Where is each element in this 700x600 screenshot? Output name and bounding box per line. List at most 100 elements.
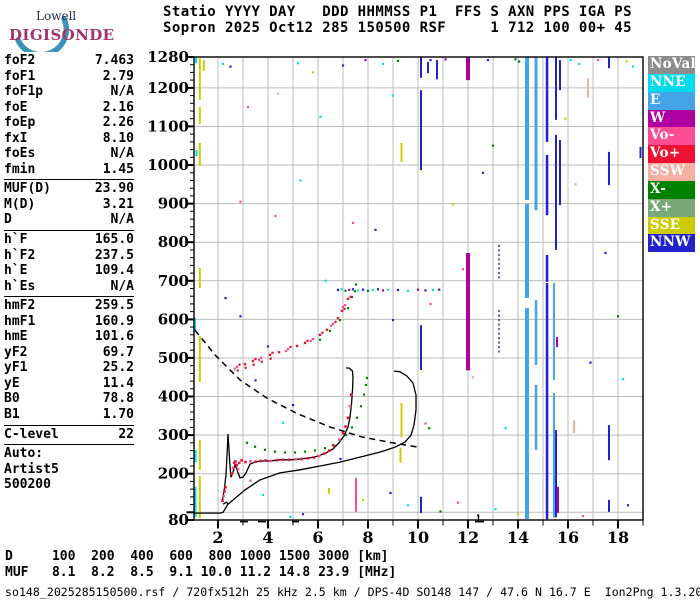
param-label: h`E — [4, 263, 28, 279]
param-row-ye: yE 11.4 — [4, 376, 134, 392]
param-row-yf1: yF1 25.2 — [4, 360, 134, 376]
svg-text:200: 200 — [158, 465, 189, 483]
param-label: yE — [4, 375, 20, 391]
param-group: MUF(D) 23.90 M(D) 3.21 D N/A — [4, 179, 134, 230]
param-label: hmF1 — [4, 313, 36, 329]
ionogram-plot-area: 1280 1200 1100 1000 900 800 700 600 500 400 300 200… — [147, 48, 644, 547]
scaled-parameters-panel: foF2 7.463 foF1 2.79 foF1p N/A foE 2.16 foEp 2.26… — [4, 52, 134, 495]
param-value: 3.21 — [102, 196, 134, 212]
svg-text:8: 8 — [362, 528, 373, 547]
svg-text:10: 10 — [407, 528, 429, 547]
param-row-auto: Auto: — [4, 446, 134, 462]
legend-item-sse: SSE — [648, 216, 695, 235]
legend-item-e: E — [648, 91, 695, 110]
param-value: N/A — [110, 84, 134, 100]
param-value: N/A — [110, 146, 134, 162]
param-label: h`Es — [4, 278, 36, 294]
param-row-d: D N/A — [4, 212, 134, 228]
svg-text:500: 500 — [158, 349, 189, 367]
param-group: C-level 22 — [4, 424, 134, 445]
param-label: h`F2 — [4, 247, 36, 263]
param-label: foE — [4, 99, 28, 115]
legend-item-ssw: SSW — [648, 163, 695, 181]
param-row-he: h`E 109.4 — [4, 263, 134, 279]
param-value: 165.0 — [94, 232, 134, 248]
param-value: N/A — [110, 212, 134, 228]
legend-item-nne: NNE — [648, 73, 695, 92]
svg-text:14: 14 — [507, 528, 529, 547]
param-row-fof2: foF2 7.463 — [4, 53, 134, 69]
param-row-foes: foEs N/A — [4, 146, 134, 162]
svg-text:300: 300 — [158, 426, 189, 444]
param-row-fxi: fxI 8.10 — [4, 131, 134, 147]
legend-item-w: W — [648, 109, 695, 128]
param-value: 237.5 — [94, 247, 134, 263]
measurement-header: Statio YYYY DAY DDD HHMMSS P1 FFS S AXN … — [163, 4, 632, 36]
param-value: 2.79 — [102, 68, 134, 84]
muf-distance-table: D 100 200 400 600 800 1000 1500 3000 [km… — [5, 549, 397, 580]
param-label: Artist5 — [4, 461, 59, 477]
svg-text:80: 80 — [168, 511, 189, 529]
param-label: fxI — [4, 130, 28, 146]
legend-item-nnw: NNW — [648, 234, 695, 253]
param-value: 2.16 — [102, 99, 134, 115]
param-label: M(D) — [4, 196, 36, 212]
ionogram-plot: 1280120011001000900800700600500400300200… — [147, 48, 644, 547]
svg-text:2: 2 — [212, 528, 223, 547]
param-row-fof1p: foF1p N/A — [4, 84, 134, 100]
param-row-fof1: foF1 2.79 — [4, 69, 134, 85]
legend-item-noval: NoVal — [648, 56, 696, 74]
param-row-yf2: yF2 69.7 — [4, 345, 134, 361]
param-value: 78.8 — [102, 391, 134, 407]
logo-lowell-text: Lowell — [36, 9, 77, 23]
legend-item-x: X- — [648, 180, 695, 199]
param-row-artist5: Artist5 — [4, 462, 134, 478]
svg-text:700: 700 — [158, 272, 189, 290]
param-value: 2.26 — [102, 115, 134, 131]
svg-text:1280: 1280 — [147, 48, 189, 66]
param-value: 109.4 — [94, 263, 134, 279]
param-value: 8.10 — [102, 130, 134, 146]
svg-text:1100: 1100 — [147, 117, 189, 135]
param-group: Auto: Artist5 500200 — [4, 444, 134, 495]
param-label: foEp — [4, 115, 36, 131]
param-row-clevel: C-level 22 — [4, 427, 134, 443]
svg-text:400: 400 — [158, 388, 189, 406]
param-label: h`F — [4, 232, 28, 248]
param-row-hmf1: hmF1 160.9 — [4, 314, 134, 330]
param-label: hmF2 — [4, 298, 36, 314]
param-row-hf2: h`F2 237.5 — [4, 248, 134, 264]
param-label: MUF(D) — [4, 181, 51, 197]
param-label: foF1 — [4, 68, 36, 84]
param-row-mufd: MUF(D) 23.90 — [4, 181, 134, 197]
param-value: 160.9 — [94, 313, 134, 329]
svg-text:1200: 1200 — [147, 79, 189, 97]
param-row-fmin: fmin 1.45 — [4, 162, 134, 178]
header-field-values: Sopron 2025 Oct12 285 150500 RSF 1 712 1… — [163, 19, 632, 36]
param-label: 500200 — [4, 477, 51, 493]
echo-status-legend: NoVal NNE E W Vo- Vo+ SSW X- X+ SSE NNW — [648, 56, 696, 253]
param-row-hf: h`F 165.0 — [4, 232, 134, 248]
svg-text:600: 600 — [158, 310, 189, 328]
param-value: 11.4 — [102, 375, 134, 391]
param-label: foF1p — [4, 84, 44, 100]
param-label: yF1 — [4, 360, 28, 376]
param-row-foep: foEp 2.26 — [4, 115, 134, 131]
param-value: 1.45 — [102, 161, 134, 177]
param-value: 69.7 — [102, 344, 134, 360]
param-row-b0: B0 78.8 — [4, 391, 134, 407]
param-value: N/A — [110, 278, 134, 294]
logo-digisonde-text: DIGISONDE — [9, 26, 115, 44]
param-value: 7.463 — [94, 53, 134, 68]
param-label: Auto: — [4, 446, 44, 462]
param-group: h`F 165.0 h`F2 237.5 h`E 109.4 h`Es N/A — [4, 230, 134, 296]
footer-info: so148_2025285150500.rsf / 720fx512h 25 k… — [5, 585, 700, 599]
param-label: C-level — [4, 426, 59, 442]
param-row-500200: 500200 — [4, 477, 134, 493]
param-label: fmin — [4, 161, 36, 177]
header-field-names: Statio YYYY DAY DDD HHMMSS P1 FFS S AXN … — [163, 4, 632, 20]
legend-item-x: X+ — [648, 198, 695, 217]
param-group: hmF2 259.5 hmF1 160.9 hmE 101.6 yF2 69.7 yF1 25.2… — [4, 296, 134, 424]
param-value: 25.2 — [102, 360, 134, 376]
